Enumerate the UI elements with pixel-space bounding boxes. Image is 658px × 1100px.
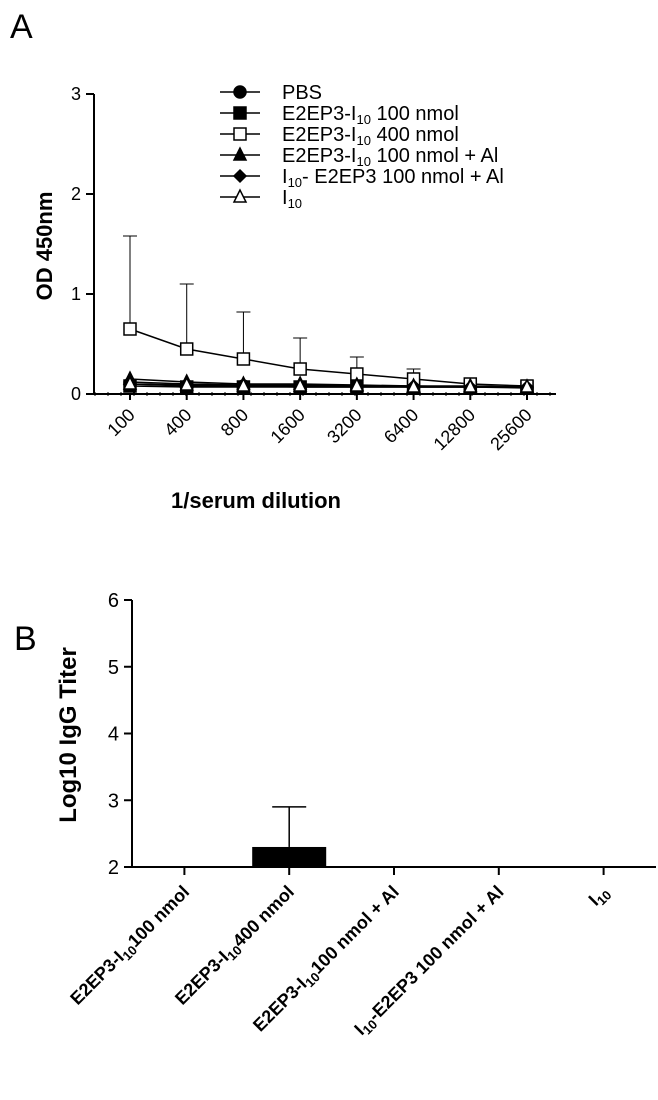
panel-a-x-axis-title: 1/serum dilution (171, 488, 341, 513)
series-line (129, 378, 528, 388)
y-tick-label: 6 (108, 590, 119, 612)
data-point (293, 362, 307, 376)
legend-label: I10 (282, 187, 302, 211)
x-tick-label: 6400 (380, 405, 422, 447)
panel-a-y-axis-title: OD 450nm (32, 192, 57, 301)
y-tick-label: 3 (108, 790, 119, 812)
y-tick-label: 4 (108, 724, 119, 746)
data-point (292, 377, 308, 392)
x-tick-label: 800 (217, 405, 252, 440)
data-point (236, 377, 251, 392)
x-tick-label: 25600 (486, 405, 536, 455)
bar (252, 846, 327, 867)
legend-entry: PBS (220, 82, 322, 104)
x-tick-label: I10 (585, 882, 615, 912)
y-tick-label: 2 (71, 184, 81, 204)
series-line (129, 328, 528, 387)
data-point (349, 377, 365, 392)
data-point (463, 378, 478, 393)
legend-entry: E2EP3-I10 400 nmol (220, 124, 459, 148)
panel-a-label: A (10, 8, 33, 46)
legend-marker (232, 188, 248, 203)
legend-label: E2EP3-I10 100 nmol (282, 103, 459, 127)
data-point (123, 322, 137, 336)
data-point (406, 378, 421, 393)
legend-entry: E2EP3-I10 100 nmol + Al (220, 145, 498, 169)
legend-marker (233, 127, 247, 141)
panel-a-y-axis: 0 1 2 3 (71, 84, 95, 404)
y-tick-label: 3 (71, 84, 81, 104)
data-point (519, 378, 535, 393)
series-3 (123, 235, 534, 393)
legend-marker (233, 85, 247, 99)
legend-label: E2EP3-I10 400 nmol (282, 124, 459, 148)
y-tick-label: 5 (108, 657, 119, 679)
x-tick-label: 3200 (323, 405, 365, 447)
x-tick-label: 1600 (267, 405, 309, 447)
panel-a-x-axis: 100 400 800 1600 3200 6400 12800 25600 (94, 392, 556, 455)
data-point (236, 352, 251, 366)
legend-label: PBS (282, 82, 322, 104)
legend-marker (232, 146, 248, 161)
data-point (122, 375, 138, 390)
panel-b-y-axis: 2 3 4 5 6 (108, 590, 133, 879)
legend-entry: I10- E2EP3 100 nmol + Al (220, 166, 504, 190)
series-6 (122, 375, 535, 393)
panel-b-plot-area (252, 806, 327, 867)
legend-marker (233, 106, 247, 120)
legend-label: I10- E2EP3 100 nmol + Al (282, 166, 504, 190)
panel-b-label: B (14, 620, 37, 658)
panel-a-plot-area (122, 235, 535, 395)
legend-entry: E2EP3-I10 100 nmol (220, 103, 459, 127)
x-tick-label: 400 (160, 405, 195, 440)
data-point (179, 342, 194, 356)
panel-b-y-axis-title: Log10 IgG Titer (55, 647, 82, 823)
legend-entry: I10 (220, 187, 302, 211)
data-point (179, 376, 194, 391)
series-line (129, 383, 527, 388)
y-tick-label: 2 (108, 857, 119, 879)
x-tick-label: 100 (103, 405, 138, 440)
x-tick-label: 12800 (430, 405, 480, 455)
legend-marker (232, 168, 248, 184)
y-tick-label: 0 (71, 384, 81, 404)
y-tick-label: 1 (71, 284, 81, 304)
legend-label: E2EP3-I10 100 nmol + Al (282, 145, 498, 169)
